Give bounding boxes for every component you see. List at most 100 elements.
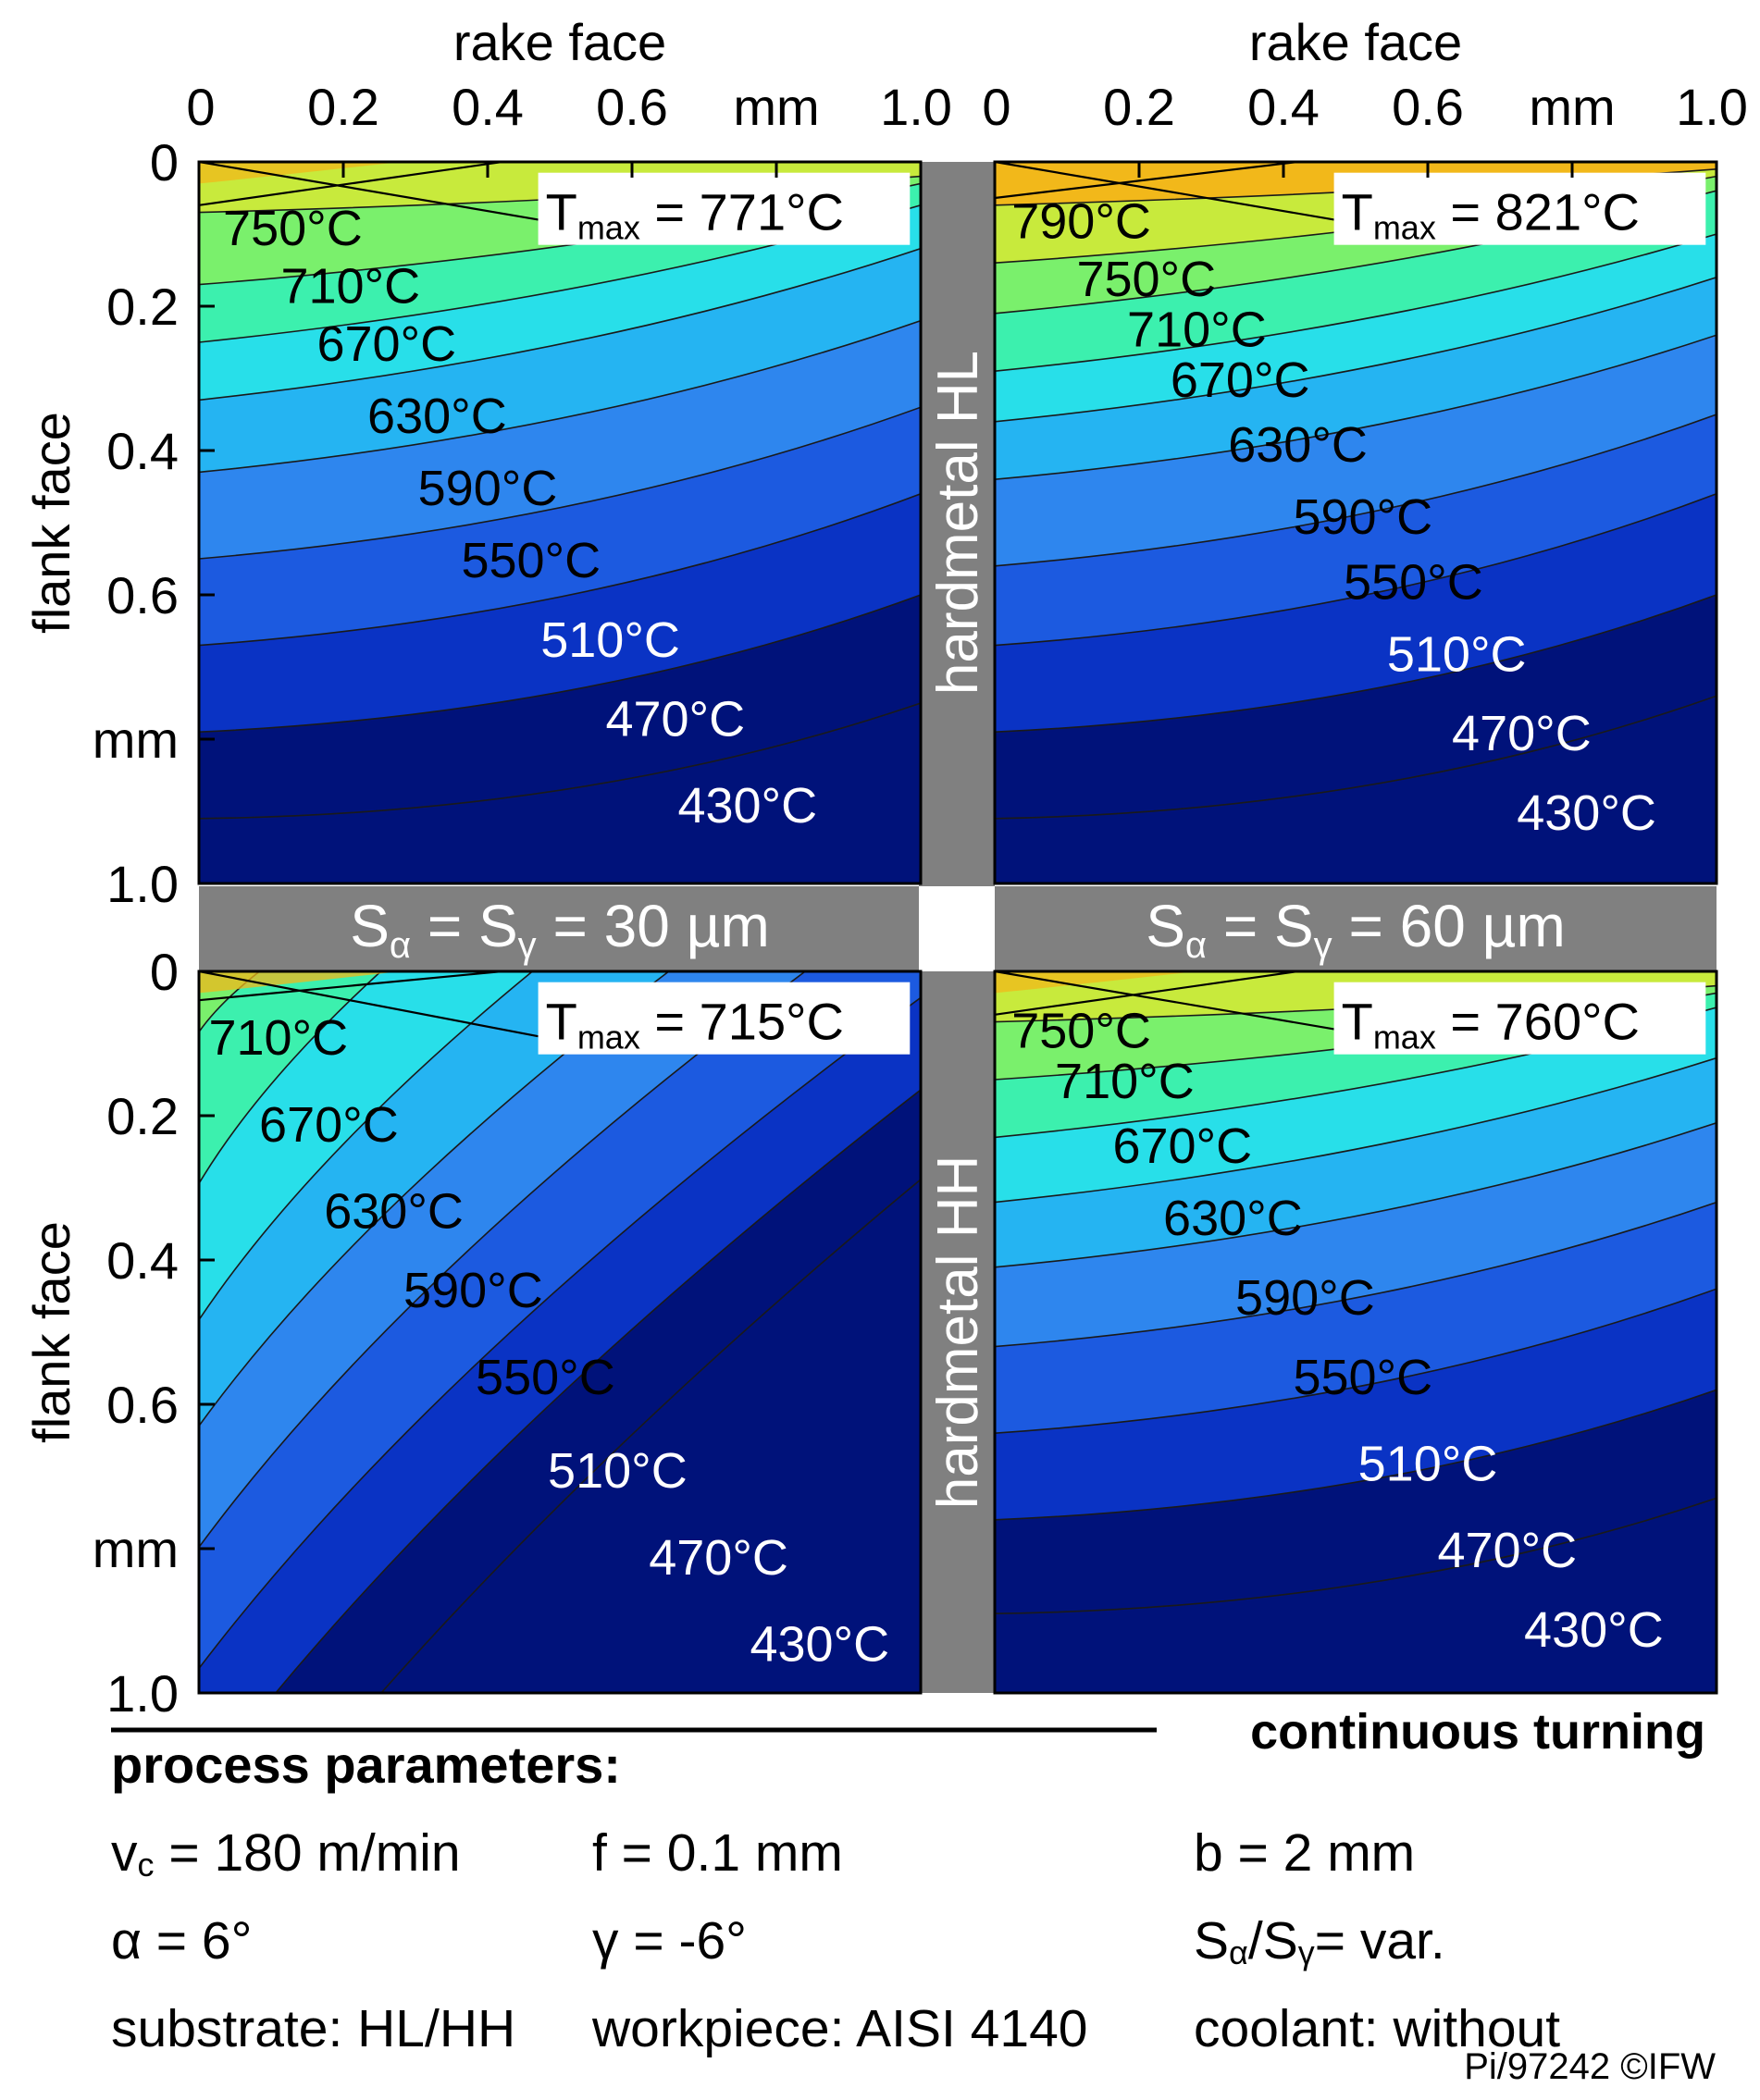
process-parameters: process parameters: vc = 180 m/min f = 0… xyxy=(111,1735,1740,2095)
contour-label-430: 430°C xyxy=(677,778,817,834)
panel-frame xyxy=(993,160,1718,885)
col-label-30um: Sα = Sγ = 30 µm xyxy=(350,893,770,966)
param-width-of-cut: b = 2 mm xyxy=(1194,1823,1416,1883)
param-edge-ratio: Sα/Sγ= var. xyxy=(1194,1911,1445,1971)
panel-frame xyxy=(197,160,923,885)
separator-center-gap xyxy=(919,886,995,971)
contour-label-630: 630°C xyxy=(1163,1191,1303,1246)
left-tick-label: mm xyxy=(93,1520,179,1578)
left-tick-label: 1.0 xyxy=(106,1664,179,1723)
contour-label-590: 590°C xyxy=(1235,1270,1375,1326)
separator-horizontal-left xyxy=(199,886,921,971)
top-tick-label: mm xyxy=(1529,78,1615,136)
contour-label-510: 510°C xyxy=(1387,626,1527,682)
contour-label-710: 710°C xyxy=(1127,302,1267,357)
contour-label-430: 430°C xyxy=(1517,785,1656,841)
contour-label-590: 590°C xyxy=(1293,489,1432,545)
contour-label-550: 550°C xyxy=(461,533,601,588)
tmax-label: Tmax = 821°C xyxy=(1342,183,1640,247)
contour-label-510: 510°C xyxy=(1358,1436,1498,1491)
left-tick-label: 0.6 xyxy=(106,1376,179,1434)
contact-line xyxy=(995,971,1298,1016)
top-tick-label: 1.0 xyxy=(1676,78,1748,136)
contour-label-550: 550°C xyxy=(1293,1350,1432,1405)
row-label-hardmetal-hh: hardmetal HH xyxy=(926,1155,990,1509)
param-workpiece: workpiece: AISI 4140 xyxy=(592,1999,1088,2058)
top-tick-label: 0.4 xyxy=(1247,78,1320,136)
hot-spot xyxy=(995,162,1197,184)
contact-line xyxy=(995,162,1334,221)
contour-label-670: 670°C xyxy=(259,1097,399,1153)
left-tick-label: 0.6 xyxy=(106,566,179,624)
tmax-box xyxy=(1333,172,1706,245)
hot-spot xyxy=(995,971,1197,994)
contour-label-710: 710°C xyxy=(1055,1054,1195,1109)
contour-label-710: 710°C xyxy=(280,259,420,315)
contour-label-470: 470°C xyxy=(605,692,745,747)
top-tick-label: 0.2 xyxy=(307,78,379,136)
process-parameters-title: process parameters: xyxy=(111,1736,621,1794)
contour-label-670: 670°C xyxy=(316,316,456,372)
param-cutting-speed: vc = 180 m/min xyxy=(111,1823,461,1884)
contact-line xyxy=(995,162,1298,200)
contour-label-790: 790°C xyxy=(1011,193,1151,249)
col-label-60um: Sα = Sγ = 60 µm xyxy=(1146,893,1566,966)
top-tick-label: 0 xyxy=(186,78,215,136)
top-tick-label: 0.2 xyxy=(1103,78,1175,136)
row-label-hardmetal-hl: hardmetal HL xyxy=(926,351,990,695)
contour-label-670: 670°C xyxy=(1171,352,1310,408)
panel-frame xyxy=(993,970,1718,1695)
contour-label-470: 470°C xyxy=(1452,706,1592,761)
contour-label-590: 590°C xyxy=(403,1263,543,1318)
param-rake-angle: γ = -6° xyxy=(592,1911,747,1970)
top-tick-label: mm xyxy=(733,78,819,136)
left-tick-label: 0.2 xyxy=(106,278,179,336)
contact-line xyxy=(199,971,539,1038)
contour-band-670 xyxy=(199,971,382,1185)
left-tick-label: mm xyxy=(93,710,179,769)
left-axis-title-bottom: flank face xyxy=(22,1221,81,1443)
hot-spot xyxy=(199,971,402,994)
hot-spot xyxy=(199,162,402,184)
left-axis-title-top: flank face xyxy=(22,412,81,634)
panel-frame xyxy=(197,970,923,1695)
process-label: continuous turning xyxy=(1250,1704,1705,1760)
param-substrate: substrate: HL/HH xyxy=(111,1999,516,2058)
contact-line xyxy=(995,971,1334,1031)
contour-label-750: 750°C xyxy=(1076,252,1216,307)
contour-label-430: 430°C xyxy=(1524,1602,1664,1658)
contour-label-710: 710°C xyxy=(208,1010,348,1066)
param-clearance-angle: α = 6° xyxy=(111,1911,253,1970)
param-coolant: coolant: without xyxy=(1194,1999,1561,2058)
contact-line xyxy=(199,971,502,1002)
contact-line xyxy=(199,162,539,221)
top-tick-label: 1.0 xyxy=(880,78,952,136)
contour-label-590: 590°C xyxy=(418,461,558,516)
separator-horizontal-right xyxy=(995,886,1717,971)
top-tick-label: 0.4 xyxy=(452,78,524,136)
contour-panel-hh-30um: 710°C 670°C 630°C 590°C 550°C 510°C 470°C 430°C… xyxy=(197,970,923,1695)
contour-label-550: 550°C xyxy=(476,1350,615,1405)
contour-label-430: 430°C xyxy=(750,1616,889,1672)
contour-label-510: 510°C xyxy=(540,612,680,668)
top-tick-label: 0 xyxy=(982,78,1010,136)
contour-label-630: 630°C xyxy=(367,389,507,444)
left-tick-label: 0 xyxy=(150,133,179,191)
top-tick-label: 0.6 xyxy=(1392,78,1464,136)
left-tick-label: 1.0 xyxy=(106,855,179,913)
param-feed: f = 0.1 mm xyxy=(592,1823,843,1883)
copyright-note: Pi/97242 ©IFW xyxy=(1464,2046,1716,2087)
contour-label-630: 630°C xyxy=(324,1183,464,1239)
top-axis-title-right: rake face xyxy=(1249,13,1462,71)
left-tick-label: 0.2 xyxy=(106,1087,179,1145)
contour-label-470: 470°C xyxy=(649,1530,788,1586)
contour-label-630: 630°C xyxy=(1228,417,1368,473)
contact-line xyxy=(199,162,502,206)
tmax-label: Tmax = 760°C xyxy=(1342,993,1640,1056)
contour-label-470: 470°C xyxy=(1437,1523,1577,1578)
tmax-label: Tmax = 715°C xyxy=(546,993,844,1056)
